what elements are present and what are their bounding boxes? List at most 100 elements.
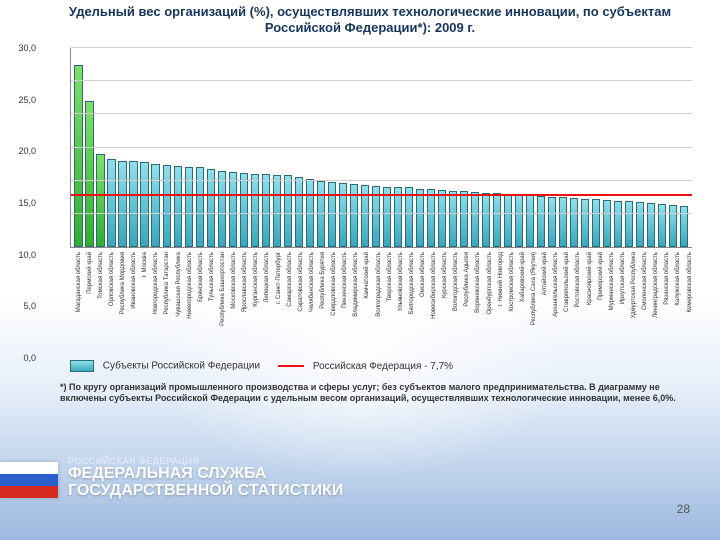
bar-slot (602, 48, 613, 247)
bar (405, 187, 413, 247)
bar (515, 194, 523, 247)
bar-slot (205, 48, 216, 247)
bar (140, 162, 148, 247)
bar (118, 161, 126, 247)
bar-slot (249, 48, 260, 247)
xlabel-slot: Калужская область (670, 250, 681, 358)
bar (251, 174, 259, 247)
bar-slot (271, 48, 282, 247)
bar (581, 199, 589, 247)
bar (96, 154, 104, 247)
bar (449, 191, 457, 247)
swatch-bar-icon (70, 360, 94, 372)
bar (537, 196, 545, 247)
xlabel-slot: Липецкая область (259, 250, 270, 358)
xlabel-slot: Владимирская область (348, 250, 359, 358)
bar-slot (337, 48, 348, 247)
bar-slot (326, 48, 337, 247)
y-tick-label: 25,0 (10, 95, 36, 105)
xlabel-slot: Хабаровский край (514, 250, 525, 358)
slide: Удельный вес организаций (%), осуществля… (0, 0, 720, 540)
bar (394, 187, 402, 247)
bar (262, 174, 270, 247)
bar-slot (128, 48, 139, 247)
bar (163, 165, 171, 247)
bar-slot (315, 48, 326, 247)
xlabel-slot: Ярославская область (237, 250, 248, 358)
bar-slot (73, 48, 84, 247)
xlabel-slot: Воронежская область (470, 250, 481, 358)
bars-container (71, 48, 692, 247)
bar (482, 193, 490, 247)
bar-slot (426, 48, 437, 247)
bar-slot (470, 48, 481, 247)
x-axis-labels: Магаданская областьПермский крайТомская … (70, 250, 692, 358)
xlabel-slot: Брянская область (192, 250, 203, 358)
bar (636, 202, 644, 247)
xlabel-slot: Магаданская область (70, 250, 81, 358)
xlabel-slot: Красноярский край (581, 250, 592, 358)
bar (526, 195, 534, 247)
footer-text: РОССИЙСКАЯ ФЕДЕРАЦИЯ ФЕДЕРАЛЬНАЯ СЛУЖБА … (68, 456, 343, 500)
bar-slot (514, 48, 525, 247)
xlabel-slot: Приморский край (592, 250, 603, 358)
xlabel-slot: Республика Башкортостан (214, 250, 225, 358)
xlabel-slot: Республика Саха (Якутия) (525, 250, 536, 358)
xlabel-slot: г. Москва (137, 250, 148, 358)
bar-slot (448, 48, 459, 247)
xlabel-slot: Новосибирская область (426, 250, 437, 358)
xlabel-slot: Республика Бурятия (314, 250, 325, 358)
xlabel-slot: Новгородская область (148, 250, 159, 358)
footer-big2: ГОСУДАРСТВЕННОЙ СТАТИСТИКИ (68, 483, 343, 500)
bar (85, 101, 93, 247)
bar-slot (503, 48, 514, 247)
xlabel-slot: Саратовская область (292, 250, 303, 358)
xlabel-slot: Республика Адыгея (459, 250, 470, 358)
bar-slot (106, 48, 117, 247)
gridline (71, 213, 692, 214)
bar-slot (304, 48, 315, 247)
bar-slot (569, 48, 580, 247)
xlabel-slot: Ульяновская область (392, 250, 403, 358)
bar (151, 164, 159, 247)
flag-stripe-1 (0, 462, 58, 474)
bar-slot (392, 48, 403, 247)
xlabel-slot: Ростовская область (570, 250, 581, 358)
bar-slot (227, 48, 238, 247)
bar-slot (84, 48, 95, 247)
bar (548, 197, 556, 247)
bar-slot (414, 48, 425, 247)
bar-slot (260, 48, 271, 247)
bar (614, 201, 622, 247)
bar (471, 192, 479, 247)
bar (229, 172, 237, 247)
swatch-line-icon (278, 365, 304, 367)
xlabel-slot: Омская область (414, 250, 425, 358)
bar (339, 183, 347, 247)
xlabel-slot: Ивановская область (126, 250, 137, 358)
bar-slot (679, 48, 690, 247)
bar (74, 65, 82, 247)
plot-area (70, 48, 692, 248)
flag-icon (0, 462, 58, 498)
y-tick-label: 20,0 (10, 146, 36, 156)
xlabel-slot: Орловская область (103, 250, 114, 358)
bar (625, 201, 633, 247)
xlabel-slot: Алтайский край (537, 250, 548, 358)
xlabel-slot: Курская область (437, 250, 448, 358)
bar (559, 197, 567, 247)
xlabel-slot: Удмуртская Республика (625, 250, 636, 358)
bar-slot (282, 48, 293, 247)
bar (647, 203, 655, 247)
bar-slot (161, 48, 172, 247)
bar-slot (624, 48, 635, 247)
bar-slot (668, 48, 679, 247)
legend-reference-label: Российская Федерация - 7,7% (313, 361, 453, 372)
legend-subjects: Субъекты Российской Федерации (70, 360, 260, 372)
bar-slot (95, 48, 106, 247)
bar-slot (293, 48, 304, 247)
y-tick-label: 0,0 (10, 353, 36, 363)
bar-slot (591, 48, 602, 247)
y-tick-label: 15,0 (10, 198, 36, 208)
xlabel-slot: Костромская область (503, 250, 514, 358)
